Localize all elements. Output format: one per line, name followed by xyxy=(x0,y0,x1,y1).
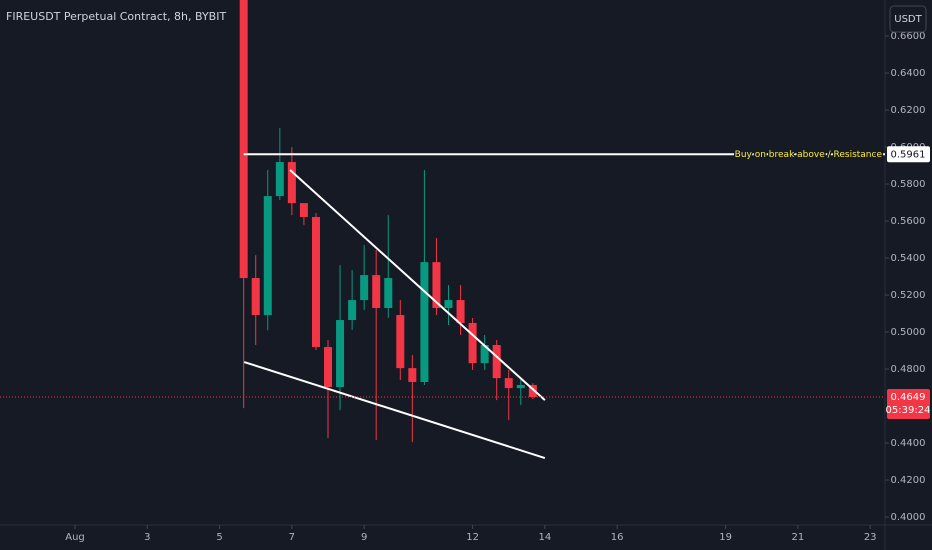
candle-body xyxy=(396,315,405,369)
y-tick-label: 0.4200 xyxy=(891,475,926,486)
trendline xyxy=(289,169,546,401)
resistance-label: Buy on break above / Resistance xyxy=(735,150,883,160)
last-price: 0.4649 xyxy=(891,392,926,403)
candle-body xyxy=(348,300,357,321)
y-tick-label: 0.4000 xyxy=(891,512,926,523)
candle-body xyxy=(492,345,501,379)
candle-body xyxy=(408,368,417,383)
y-tick-label: 0.5600 xyxy=(891,216,926,227)
candle-body xyxy=(528,384,537,397)
candle-body xyxy=(420,262,429,383)
candle-body xyxy=(324,347,333,387)
resistance-badge xyxy=(887,146,930,163)
x-tick-label: 5 xyxy=(216,532,222,543)
candle-body xyxy=(287,162,296,204)
x-tick-label: 7 xyxy=(289,532,295,543)
y-tick-label: 0.6600 xyxy=(891,31,926,42)
x-tick-label: 9 xyxy=(361,532,367,543)
candle-body xyxy=(456,300,465,323)
candle-body xyxy=(263,196,272,316)
y-tick-label: 0.4400 xyxy=(891,438,926,449)
candle-body xyxy=(251,278,260,316)
candle-body xyxy=(516,384,525,389)
candle-body xyxy=(384,278,393,309)
y-tick-label: 0.5000 xyxy=(891,327,926,338)
candle-body xyxy=(444,300,453,309)
x-tick-label: 21 xyxy=(792,532,805,543)
x-tick-label: Aug xyxy=(65,532,85,543)
countdown: 05:39:24 xyxy=(886,405,931,416)
x-tick-label: 3 xyxy=(144,532,150,543)
y-tick-label: 0.6400 xyxy=(891,68,926,79)
candle-body xyxy=(336,320,345,387)
x-tick-label: 12 xyxy=(466,532,479,543)
x-tick-label: 14 xyxy=(539,532,552,543)
candle-body xyxy=(360,275,369,301)
y-tick-label: 0.4800 xyxy=(891,364,926,375)
trendline xyxy=(243,361,546,459)
candle-body xyxy=(432,262,441,309)
candle-body xyxy=(504,378,513,389)
resistance-price: 0.5961 xyxy=(891,149,926,160)
candle-body xyxy=(275,162,284,197)
candle-body xyxy=(299,203,308,217)
y-tick-label: 0.5200 xyxy=(891,290,926,301)
candle-body xyxy=(480,345,489,364)
candle-body xyxy=(468,322,477,364)
last-price-badge xyxy=(887,388,930,419)
y-tick-label: 0.6200 xyxy=(891,105,926,116)
axes: 0.66000.64000.62000.60000.58000.56000.54… xyxy=(65,31,930,543)
y-tick-label: 0.5400 xyxy=(891,253,926,264)
candle-body xyxy=(239,0,248,279)
chart-title: FIREUSDT Perpetual Contract, 8h, BYBIT xyxy=(6,10,226,23)
x-tick-label: 16 xyxy=(611,532,624,543)
x-tick-label: 23 xyxy=(864,532,877,543)
candle-body xyxy=(372,275,381,309)
candle-body xyxy=(311,216,320,348)
currency-button[interactable] xyxy=(889,5,927,33)
y-tick-label: 0.5800 xyxy=(891,179,926,190)
plot: Buy on break above / Resistance xyxy=(0,0,885,459)
x-tick-label: 19 xyxy=(719,532,732,543)
currency-label[interactable]: USDT xyxy=(894,14,922,25)
